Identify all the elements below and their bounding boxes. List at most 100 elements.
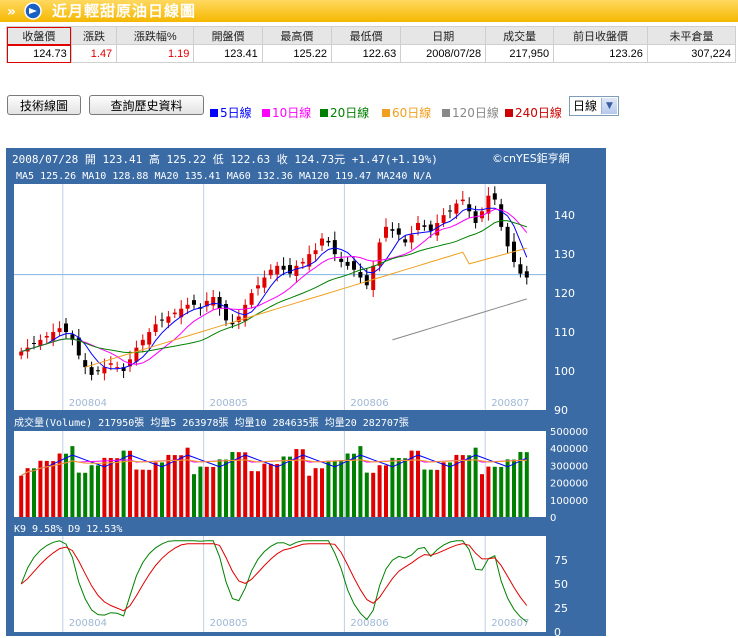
volume-panel (14, 431, 546, 517)
volume-bar (51, 461, 56, 517)
volume-bar (70, 446, 75, 517)
volume-bar (256, 471, 260, 517)
ma-legend-item-5[interactable]: 240日線 (505, 104, 562, 121)
candle-body (486, 195, 491, 214)
volume-bar (44, 460, 49, 517)
volume-bar (160, 462, 164, 517)
history-query-button[interactable]: 查詢歷史資料 (89, 95, 204, 115)
volume-bar (19, 475, 24, 517)
ma10-line (21, 208, 528, 365)
candle-body (422, 225, 427, 227)
volume-tick-label: 400000 (550, 444, 588, 455)
price-tick-label: 100 (554, 365, 575, 378)
price-tick-label: 140 (554, 209, 575, 222)
candle-body (358, 272, 363, 278)
month-label: 200807 (491, 618, 529, 629)
ma-legend-item-0[interactable]: 5日線 (210, 104, 252, 121)
ma-legend-label: 5日線 (220, 106, 252, 120)
candle-body (70, 334, 75, 340)
volume-bar (243, 452, 248, 517)
quote-value-1: 1.47 (70, 44, 118, 63)
ma-legend-item-3[interactable]: 60日線 (382, 104, 431, 121)
candle-body (51, 332, 56, 341)
candle-body (320, 238, 324, 246)
ma-color-swatch (262, 109, 270, 117)
candle-body (32, 342, 36, 344)
volume-bar (364, 472, 369, 517)
volume-bar (352, 453, 356, 517)
quote-value-6: 2008/07/28 (400, 44, 487, 63)
candle-body (371, 265, 376, 290)
quote-table: 收盤價 漲跌 漲跌幅% 開盤價 最高價 最低價 日期 成交量 前日收盤價 未平倉量 124.73 1… (6, 26, 737, 63)
period-select[interactable]: 日線 ▼ (569, 96, 619, 116)
volume-bar (307, 475, 312, 517)
candle-body (275, 265, 280, 275)
volume-bar (281, 456, 286, 517)
volume-bar (153, 462, 158, 517)
candle-body (76, 337, 81, 356)
volume-bar (262, 463, 267, 517)
volume-bar (390, 457, 395, 517)
ma-legend-label: 20日線 (330, 106, 370, 120)
candle-body (83, 360, 88, 368)
ma-legend-item-2[interactable]: 20日線 (320, 104, 369, 121)
volume-bar (108, 458, 113, 517)
quote-value-5: 122.63 (331, 44, 402, 63)
kd-header: K9 9.58% D9 12.53% (14, 524, 122, 535)
candle-body (441, 215, 446, 223)
candle-body (115, 367, 120, 369)
ma-color-swatch (320, 109, 328, 117)
chevron-down-icon[interactable]: ▼ (601, 98, 617, 114)
ma-legend-label: 120日線 (452, 106, 499, 120)
ma-legend-label: 10日線 (272, 106, 312, 120)
candle-body (160, 319, 164, 321)
candle-body (454, 203, 459, 214)
volume-bar (217, 459, 222, 517)
kd-tick-label: 0 (554, 626, 561, 636)
ma-legend-item-1[interactable]: 10日線 (262, 104, 311, 121)
volume-bar (473, 447, 478, 517)
candle-body (179, 308, 184, 318)
price-tick-label: 90 (554, 404, 568, 417)
candle-body (339, 258, 344, 262)
candle-body (57, 328, 62, 333)
svg-text:»: » (7, 4, 16, 20)
quote-header-8: 前日收盤價 (553, 26, 648, 45)
candle-body (243, 304, 248, 322)
volume-bar (512, 459, 516, 517)
volume-bar (422, 469, 427, 517)
ma-color-swatch (210, 109, 218, 117)
volume-bar (300, 449, 305, 517)
volume-bar (147, 469, 152, 517)
volume-bar (224, 459, 228, 517)
candle-body (211, 297, 216, 306)
page-title: 近月輕甜原油日線圖 (52, 2, 197, 20)
volume-bar (185, 447, 190, 517)
vol-ma5-line (20, 454, 528, 477)
volume-bar (249, 471, 254, 517)
candle-body (460, 199, 465, 202)
quote-header-2: 漲跌幅% (116, 26, 195, 45)
candle-body (307, 254, 312, 267)
volume-bar (192, 474, 196, 517)
candle-body (281, 265, 286, 270)
volume-bar (332, 460, 337, 517)
candle-body (435, 222, 440, 236)
tech-chart-button[interactable]: 技術線圖 (7, 95, 81, 115)
volume-bar (313, 468, 318, 517)
candle-body (403, 239, 408, 243)
ma-legend-item-4[interactable]: 120日線 (442, 104, 499, 121)
d-line (20, 543, 528, 612)
volume-bar (121, 450, 126, 517)
candle-body (121, 367, 126, 372)
volume-bar (345, 453, 350, 517)
stock-chart: 2008/07/28 開 123.41 高 125.22 低 122.63 收 … (6, 148, 606, 636)
volume-bar (524, 452, 529, 517)
candle-body (332, 240, 337, 255)
month-label: 200805 (210, 398, 248, 409)
candle-body (396, 228, 401, 235)
volume-bar (172, 455, 177, 517)
candle-body (108, 363, 113, 365)
quote-header-0: 收盤價 (6, 26, 72, 45)
candle-body (345, 261, 350, 266)
